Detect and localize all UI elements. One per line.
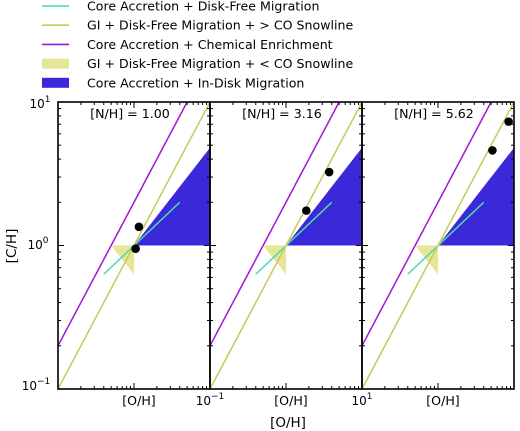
panel-title: [N/H] = 5.62: [394, 106, 474, 121]
data-point: [488, 146, 497, 155]
y-axis-label: [C/H]: [4, 229, 20, 264]
legend-label: Core Accretion + Chemical Enrichment: [87, 37, 333, 52]
panel-1: [N/H] = 1.00 [O/H]: [57, 101, 211, 408]
region-fill: [111, 245, 134, 275]
data-point: [302, 206, 311, 215]
legend-label: Core Accretion + Disk-Free Migration: [87, 0, 319, 14]
legend-patch: [42, 77, 69, 88]
panel-xlabel: [O/H]: [426, 393, 459, 408]
legend-patch: [42, 58, 69, 69]
legend-entry: GI + Disk-Free Migration + > CO Snowline: [42, 18, 354, 33]
x-axis-label: [O/H]: [270, 415, 306, 431]
region-fill: [415, 245, 438, 275]
data-point: [134, 222, 144, 232]
panel-xlabel: [O/H]: [122, 393, 155, 408]
series-line: [255, 201, 333, 275]
y-tick-label: 100: [27, 236, 48, 252]
region-fill: [134, 147, 210, 246]
legend-entry: GI + Disk-Free Migration + < CO Snowline: [42, 56, 354, 71]
series-line: [210, 102, 362, 389]
series-line: [362, 102, 492, 347]
legend-label: GI + Disk-Free Migration + > CO Snowline: [87, 18, 354, 33]
panel-3: [N/H] = 5.62 [O/H]: [361, 101, 515, 408]
plot-area: [362, 102, 514, 389]
legend: Core Accretion + Disk-Free Migration GI +…: [42, 0, 354, 90]
y-tick-label: 101: [29, 95, 50, 111]
legend-entry: Core Accretion + Disk-Free Migration: [42, 0, 319, 14]
x-tick-label: 10−1: [196, 392, 225, 408]
x-tick-label: 101: [351, 392, 372, 408]
series-line: [407, 201, 485, 275]
plot-area: [58, 102, 210, 389]
legend-label: Core Accretion + In-Disk Migration: [87, 75, 304, 90]
data-point: [131, 244, 140, 253]
legend-label: GI + Disk-Free Migration + < CO Snowline: [87, 56, 354, 71]
legend-entry: Core Accretion + In-Disk Migration: [42, 75, 304, 90]
series-line: [58, 102, 188, 347]
region-fill: [263, 245, 286, 275]
panel-title: [N/H] = 1.00: [90, 106, 170, 121]
series-line: [103, 201, 181, 275]
data-point: [324, 167, 334, 177]
plot-area: [210, 102, 362, 389]
data-point: [504, 117, 513, 126]
y-tick-label: 10−1: [22, 377, 51, 393]
series-line: [210, 102, 340, 347]
region-fill: [438, 147, 514, 246]
legend-entry: Core Accretion + Chemical Enrichment: [42, 37, 333, 52]
panel-xlabel: [O/H]: [274, 393, 307, 408]
panel-2: [N/H] = 3.16 [O/H]: [209, 101, 363, 408]
panel-title: [N/H] = 3.16: [242, 106, 322, 121]
region-fill: [286, 147, 362, 246]
